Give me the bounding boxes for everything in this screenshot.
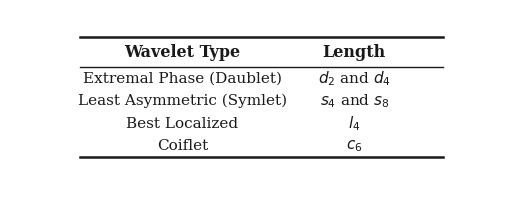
- Text: Best Localized: Best Localized: [126, 117, 238, 131]
- Text: $c_6$: $c_6$: [345, 138, 362, 154]
- Text: $l_4$: $l_4$: [348, 114, 360, 133]
- Text: $d_2$ and $d_4$: $d_2$ and $d_4$: [317, 69, 390, 88]
- Text: Length: Length: [322, 44, 385, 61]
- Text: $s_4$ and $s_8$: $s_4$ and $s_8$: [319, 92, 388, 110]
- Text: Wavelet Type: Wavelet Type: [124, 44, 240, 61]
- Text: Coiflet: Coiflet: [156, 139, 208, 153]
- Text: Least Asymmetric (Symlet): Least Asymmetric (Symlet): [77, 94, 287, 108]
- Text: Extremal Phase (Daublet): Extremal Phase (Daublet): [82, 71, 281, 86]
